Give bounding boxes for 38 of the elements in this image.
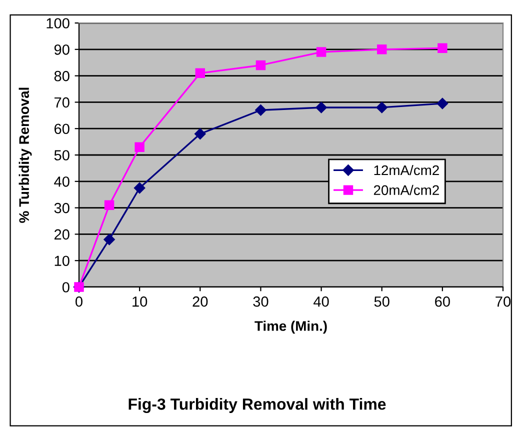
- point: [134, 142, 144, 152]
- point: [436, 98, 448, 110]
- x-tick-label: 10: [132, 296, 148, 307]
- y-tick-label: 40: [54, 176, 70, 187]
- point: [316, 47, 326, 57]
- y-tick-label: 80: [54, 70, 70, 82]
- y-tick-label: 0: [62, 282, 70, 292]
- y-tick-label: 90: [54, 44, 70, 55]
- y-axis-title: % Turbidity Removal: [18, 88, 32, 223]
- x-axis-title: Time (Min.): [254, 320, 327, 334]
- y-tick-label: 30: [54, 202, 70, 214]
- y-tick-label: 70: [54, 97, 70, 108]
- x-tick-label: 60: [435, 296, 450, 307]
- y-tick-label: 20: [54, 229, 70, 240]
- y-tick-label: 60: [54, 124, 70, 134]
- point: [195, 68, 206, 78]
- legend-label: 20mA/cm2: [374, 184, 439, 196]
- y-tick-label: 50: [54, 150, 70, 160]
- x-tick-label: 40: [314, 296, 329, 307]
- legend-label: 12mA/cm2: [374, 164, 439, 176]
- point: [255, 104, 266, 116]
- point: [104, 234, 115, 246]
- x-tick-label: 20: [192, 296, 208, 307]
- point: [316, 102, 327, 114]
- point: [104, 200, 114, 210]
- point: [376, 44, 387, 54]
- x-tick-label: 50: [374, 296, 390, 307]
- point: [256, 60, 266, 70]
- text: Fig-3 Turbidity Removal with Time: [128, 398, 386, 414]
- x-tick-label: 0: [76, 296, 82, 307]
- point: [134, 182, 146, 194]
- point: [438, 43, 448, 53]
- point: [194, 128, 206, 140]
- x-tick-label: 30: [253, 296, 268, 307]
- y-tick-label: 10: [54, 256, 70, 266]
- y-tick-label: 100: [46, 18, 70, 28]
- point: [376, 102, 388, 114]
- x-tick-label: 70: [496, 296, 511, 307]
